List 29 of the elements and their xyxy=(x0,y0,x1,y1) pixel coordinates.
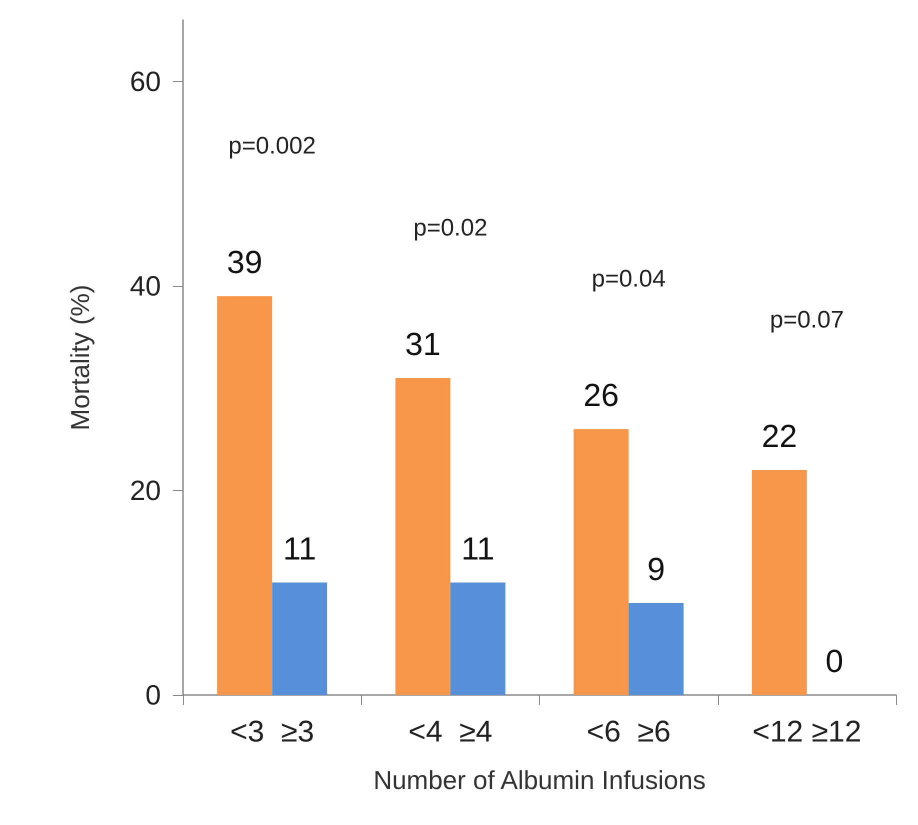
x-tick-label: <3 ≥3 xyxy=(230,716,314,748)
y-axis-title: Mortality (%) xyxy=(65,284,95,430)
annotation: p=0.002 xyxy=(228,132,316,160)
x-tick-label: <12 ≥12 xyxy=(752,716,862,748)
data-label: 26 xyxy=(583,377,619,414)
y-tick-label: 40 xyxy=(130,270,161,302)
bar xyxy=(217,296,272,695)
x-tick-label: <6 ≥6 xyxy=(586,716,671,748)
x-tick-label: <4 ≥4 xyxy=(408,716,492,748)
y-tick-label: 20 xyxy=(130,474,161,506)
bar xyxy=(574,429,629,695)
bar xyxy=(628,602,684,695)
bar xyxy=(450,582,506,695)
bar xyxy=(752,470,807,695)
annotation: p=0.02 xyxy=(413,214,488,242)
data-label: 0 xyxy=(825,643,844,679)
data-label: 11 xyxy=(283,530,316,566)
x-axis-title: Number of Albumin Infusions xyxy=(373,765,706,795)
data-label: 31 xyxy=(405,326,441,362)
y-tick-label: 60 xyxy=(130,66,161,97)
bar xyxy=(395,378,450,695)
bar xyxy=(272,582,328,695)
data-label: 9 xyxy=(647,550,666,587)
data-label: 11 xyxy=(461,530,494,566)
annotation: p=0.07 xyxy=(770,306,844,334)
data-label: 39 xyxy=(226,244,262,280)
y-tick-label: 0 xyxy=(145,680,161,710)
data-label: 22 xyxy=(762,418,798,454)
annotation: p=0.04 xyxy=(592,266,666,293)
